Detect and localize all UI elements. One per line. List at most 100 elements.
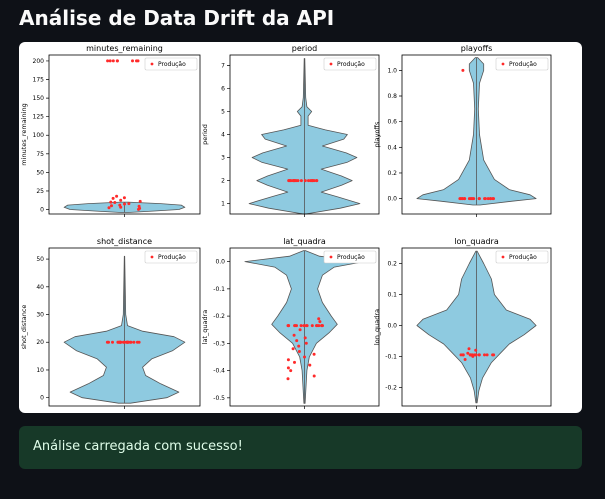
y-tick-label: -0.3 <box>213 340 225 347</box>
production-point <box>308 363 312 367</box>
production-point <box>122 340 126 344</box>
production-point <box>118 203 122 207</box>
production-point <box>115 59 119 63</box>
production-point <box>460 197 464 201</box>
production-point <box>489 197 492 201</box>
production-point <box>295 324 298 328</box>
y-axis-label: lat_quadra <box>201 310 209 345</box>
y-tick-label: 0 <box>40 207 44 214</box>
production-point <box>474 353 478 357</box>
production-point <box>135 340 139 344</box>
y-tick-label: 0.0 <box>215 259 225 266</box>
production-point <box>291 179 295 183</box>
production-point <box>299 179 303 183</box>
production-point <box>117 340 121 344</box>
y-axis-label: lon_quadra <box>373 309 381 345</box>
legend-label: Produção <box>509 254 537 261</box>
legend-label: Produção <box>158 61 186 68</box>
production-point <box>108 59 112 63</box>
violin-panel-playoffs: playoffs 0.0 0.2 0.4 0.6 0.8 1.0 playoffs Produç… <box>373 44 552 217</box>
production-point <box>310 179 314 183</box>
legend-box <box>144 57 198 71</box>
y-tick-label: 125 <box>33 114 45 121</box>
production-point <box>317 324 321 328</box>
y-tick-label: 1 <box>221 201 225 208</box>
production-point <box>467 347 471 351</box>
y-tick-label: 0 <box>40 395 44 402</box>
production-point <box>483 353 486 357</box>
y-tick-label: 0.6 <box>387 119 397 126</box>
production-point <box>304 324 308 328</box>
production-point <box>137 204 141 208</box>
production-point <box>461 353 465 357</box>
production-point <box>107 206 111 210</box>
y-tick-label: -0.4 <box>213 368 225 375</box>
production-point <box>466 351 470 355</box>
production-point <box>132 340 136 344</box>
production-point <box>289 369 293 373</box>
production-point <box>291 347 295 351</box>
production-point <box>113 201 117 204</box>
production-point <box>131 59 134 63</box>
panel-title: playoffs <box>461 44 493 53</box>
production-point <box>293 360 296 364</box>
legend: Produção <box>144 250 198 264</box>
axes-frame <box>48 54 201 215</box>
legend-box <box>323 250 377 264</box>
y-tick-label: 0.4 <box>387 144 397 151</box>
production-point <box>297 344 301 348</box>
production-point <box>287 179 291 183</box>
production-point <box>123 202 126 206</box>
production-point <box>321 324 324 328</box>
legend-box <box>495 57 549 71</box>
success-message: Análise carregada com sucesso! <box>33 439 243 454</box>
legend-label: Produção <box>337 254 365 261</box>
legend: Produção <box>323 250 377 264</box>
production-point <box>292 333 296 337</box>
y-tick-label: 0.1 <box>387 291 397 298</box>
y-tick-label: 4 <box>221 132 225 139</box>
production-point <box>122 196 126 200</box>
y-axis-label: period <box>201 124 209 145</box>
production-point <box>492 197 495 201</box>
success-alert: Análise carregada com sucesso! <box>19 426 582 469</box>
production-point <box>462 197 466 201</box>
legend-marker <box>150 62 154 66</box>
production-point <box>115 194 119 198</box>
y-tick-label: 25 <box>36 188 44 195</box>
y-tick-label: 0.0 <box>387 196 397 203</box>
y-tick-label: 40 <box>36 284 44 291</box>
production-point <box>135 59 138 63</box>
production-point <box>106 59 110 63</box>
production-point <box>468 353 472 357</box>
legend-label: Produção <box>337 61 365 68</box>
production-point <box>477 197 481 201</box>
y-tick-label: -0.2 <box>385 384 397 391</box>
production-point <box>312 374 316 378</box>
panel-title: lat_quadra <box>283 237 326 246</box>
production-point <box>127 202 131 206</box>
legend-label: Produção <box>158 254 186 261</box>
production-point <box>461 68 465 72</box>
y-tick-label: 150 <box>33 95 45 102</box>
y-tick-label: -0.1 <box>213 286 225 293</box>
violin-panel-minutes_remaining: minutes_remaining 0 25 50 75 100 125 150 175 200 m… <box>20 44 201 217</box>
y-tick-label: 6 <box>221 85 225 92</box>
production-point <box>471 354 475 358</box>
y-tick-label: 7 <box>221 62 225 69</box>
production-point <box>472 197 476 201</box>
production-point <box>310 324 314 328</box>
y-tick-label: 0.2 <box>387 170 397 177</box>
production-point <box>474 348 478 352</box>
production-point <box>286 366 290 370</box>
legend-box <box>495 250 549 264</box>
production-point <box>486 197 490 201</box>
legend-box <box>323 57 377 71</box>
production-point <box>287 324 290 328</box>
legend: Produção <box>144 57 198 71</box>
y-tick-label: 2 <box>221 178 225 185</box>
production-point <box>105 340 109 344</box>
y-tick-label: -0.1 <box>385 353 397 360</box>
y-tick-label: 200 <box>33 58 45 65</box>
production-point <box>296 179 300 183</box>
